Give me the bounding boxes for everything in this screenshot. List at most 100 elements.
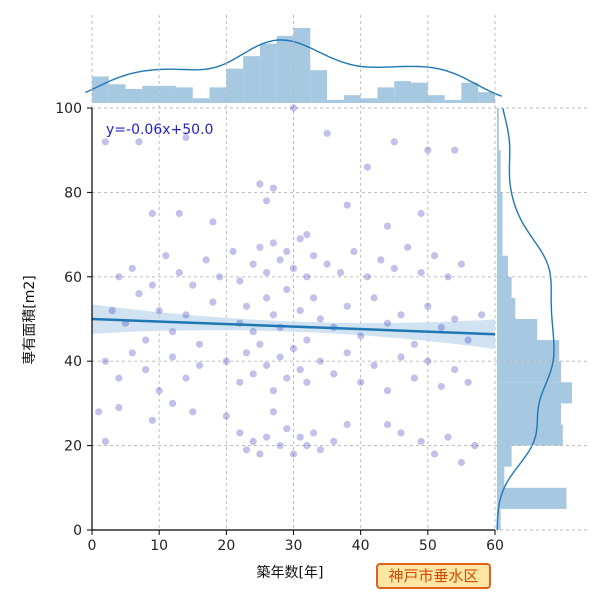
fit-line bbox=[91, 317, 496, 336]
scatter-point bbox=[357, 378, 365, 386]
x-hist-bar bbox=[142, 85, 160, 103]
tick-labels: 0 10 20 30 40 50 60 0 20 40 60 80 100 bbox=[55, 101, 504, 554]
scatter-point bbox=[289, 450, 298, 458]
scatter-point bbox=[242, 446, 251, 454]
scatter-point bbox=[383, 387, 392, 395]
scatter-point bbox=[283, 374, 291, 382]
scatter-point bbox=[316, 357, 324, 365]
scatter-point bbox=[128, 349, 136, 357]
x-tick-label: 20 bbox=[217, 538, 235, 554]
scatter-point bbox=[383, 420, 392, 429]
scatter-point bbox=[310, 294, 318, 302]
scatter-point bbox=[417, 269, 425, 277]
x-hist-bar bbox=[394, 81, 412, 103]
x-hist-bar bbox=[327, 99, 344, 103]
scatter-point bbox=[148, 416, 156, 424]
scatter-point bbox=[195, 361, 204, 369]
scatter-point bbox=[182, 133, 190, 142]
x-hist-bar bbox=[343, 95, 361, 103]
scatter-point bbox=[169, 353, 177, 361]
scatter-point bbox=[169, 399, 177, 407]
y-tick-label: 20 bbox=[64, 439, 82, 455]
scatter-point bbox=[431, 252, 439, 260]
scatter-point bbox=[296, 433, 304, 441]
scatter-point bbox=[209, 298, 217, 306]
scatter-point bbox=[95, 408, 103, 416]
scatter-point bbox=[404, 243, 412, 251]
scatter-point bbox=[417, 437, 425, 445]
y-hist-bar bbox=[497, 129, 499, 151]
y-hist-bar bbox=[497, 192, 503, 214]
y-marginal-histogram bbox=[496, 107, 572, 531]
scatter-point bbox=[343, 349, 351, 357]
scatter-point bbox=[135, 138, 143, 146]
scatter-point bbox=[169, 328, 177, 336]
y-hist-bar bbox=[497, 466, 505, 488]
y-axis-label: 専有面積[m2] bbox=[22, 275, 38, 364]
scatter-point bbox=[182, 374, 190, 382]
scatter-point bbox=[363, 273, 371, 281]
scatter-point bbox=[330, 370, 338, 378]
x-hist-bar bbox=[209, 87, 227, 103]
scatter-point bbox=[135, 290, 143, 298]
y-hist-bar bbox=[497, 276, 512, 298]
scatter-point bbox=[377, 256, 385, 264]
scatter-point bbox=[397, 311, 405, 319]
scatter-point bbox=[383, 319, 392, 327]
y-hist-bar bbox=[497, 319, 538, 341]
scatter-point bbox=[236, 277, 244, 285]
scatter-point bbox=[424, 146, 432, 154]
scatter-point bbox=[263, 269, 271, 277]
x-hist-bar bbox=[478, 92, 495, 103]
scatter-point bbox=[222, 357, 230, 365]
scatter-point bbox=[417, 209, 425, 218]
scatter-point bbox=[269, 387, 277, 395]
y-hist-bar bbox=[497, 487, 567, 509]
x-hist-bar bbox=[92, 76, 109, 103]
y-hist-bar bbox=[497, 297, 516, 319]
scatter-point bbox=[229, 247, 237, 256]
scatter-point bbox=[323, 260, 331, 268]
scatter-point bbox=[242, 302, 251, 310]
scatter-point bbox=[464, 378, 472, 386]
x-tick-label: 40 bbox=[352, 538, 370, 554]
scatter-point bbox=[276, 256, 284, 264]
scatter-point bbox=[289, 344, 298, 353]
scatter-point bbox=[451, 146, 459, 154]
x-hist-bar bbox=[192, 98, 210, 103]
y-hist-bar bbox=[497, 150, 501, 172]
scatter-point bbox=[296, 307, 304, 315]
scatter-point bbox=[464, 336, 472, 344]
x-hist-bar bbox=[226, 68, 244, 103]
scatter-point bbox=[283, 425, 291, 433]
y-tick-label: 0 bbox=[73, 523, 82, 539]
scatter-point bbox=[142, 336, 150, 344]
x-axis-label: 築年数[年] bbox=[257, 565, 324, 581]
scatter-point bbox=[249, 437, 257, 445]
scatter-point bbox=[263, 197, 271, 205]
y-hist-bar bbox=[497, 424, 563, 446]
scatter-point bbox=[216, 273, 224, 281]
x-tick-label: 0 bbox=[88, 538, 97, 554]
scatter-point bbox=[424, 357, 432, 365]
y-tick-label: 40 bbox=[64, 354, 82, 370]
scatter-point bbox=[263, 294, 271, 302]
x-hist-bar bbox=[108, 84, 126, 103]
x-tick-label: 30 bbox=[285, 538, 303, 554]
scatter-point bbox=[310, 429, 318, 437]
scatter-point bbox=[202, 256, 210, 264]
x-hist-bar bbox=[444, 99, 462, 103]
scatter-point bbox=[269, 239, 277, 247]
regression-line bbox=[91, 317, 496, 336]
x-hist-bar bbox=[259, 43, 277, 103]
x-hist-bar bbox=[125, 88, 143, 103]
axes bbox=[87, 107, 496, 535]
scatter-point bbox=[101, 357, 109, 365]
y-hist-bar bbox=[497, 108, 499, 130]
scatter-point bbox=[390, 264, 398, 272]
y-tick-label: 80 bbox=[64, 185, 82, 201]
scatter-point bbox=[303, 231, 311, 239]
x-hist-bar bbox=[461, 82, 479, 103]
scatter-point bbox=[276, 353, 284, 361]
